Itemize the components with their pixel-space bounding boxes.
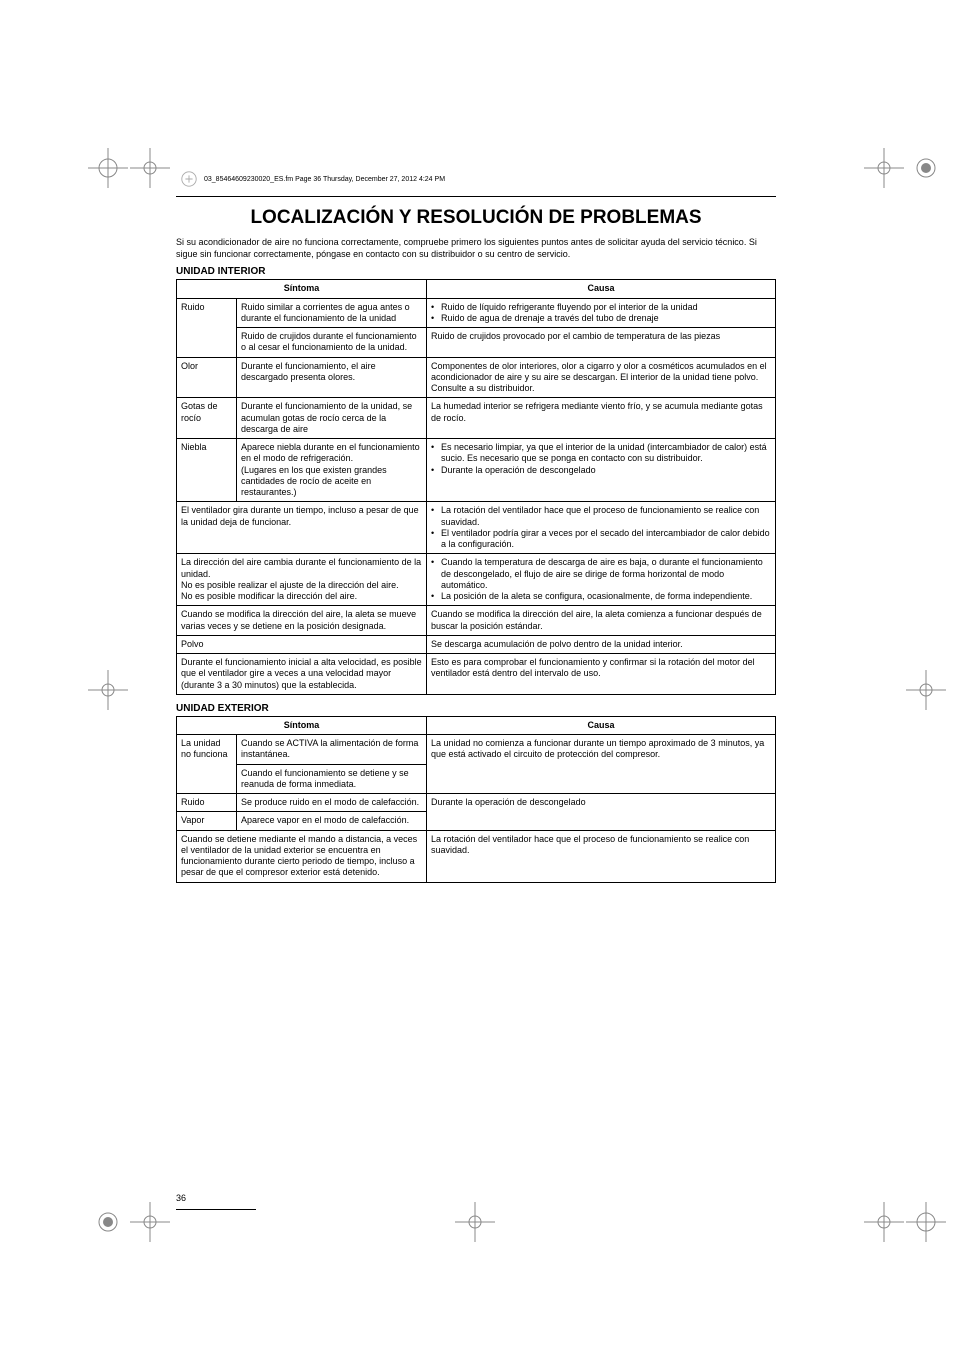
table-row: La dirección del aire cambia durante el … xyxy=(177,554,776,606)
list-item: Ruido de agua de drenaje a través del tu… xyxy=(431,313,771,324)
table-row: Olor Durante el funcionamiento, el aire … xyxy=(177,357,776,398)
bottom-rule xyxy=(176,1209,256,1210)
table-row: Niebla Aparece niebla durante en el func… xyxy=(177,439,776,502)
crop-mark-bl2 xyxy=(130,1202,170,1242)
cell-symptom: La dirección del aire cambia durante el … xyxy=(177,554,427,606)
top-rule xyxy=(176,196,776,197)
cell-cause: La humedad interior se refrigera mediant… xyxy=(427,398,776,439)
crop-mark-mr xyxy=(906,670,946,710)
table-row: Ruido Se produce ruido en el modo de cal… xyxy=(177,794,776,812)
list-item: La rotación del ventilador hace que el p… xyxy=(431,505,771,528)
table-row: Polvo Se descarga acumulación de polvo d… xyxy=(177,635,776,653)
cell-cause: Ruido de crujidos provocado por el cambi… xyxy=(427,328,776,358)
cell-symptom: Cuando se ACTIVA la alimentación de form… xyxy=(237,735,427,765)
cell-cause: La unidad no comienza a funcionar durant… xyxy=(427,735,776,794)
cell-cause: Ruido de líquido refrigerante fluyendo p… xyxy=(427,298,776,328)
cell-symptom: Aparece niebla durante en el funcionamie… xyxy=(237,439,427,502)
list-item: El ventilador podría girar a veces por e… xyxy=(431,528,771,551)
file-icon xyxy=(180,170,198,188)
section-interior-title: UNIDAD INTERIOR xyxy=(176,266,776,277)
cell-symptom: Durante el funcionamiento, el aire desca… xyxy=(237,357,427,398)
cell-symptom: Durante el funcionamiento de la unidad, … xyxy=(237,398,427,439)
crop-mark-bl xyxy=(88,1202,128,1242)
list-item: Cuando la temperatura de descarga de air… xyxy=(431,557,771,591)
th-sintoma: Síntoma xyxy=(177,280,427,298)
cell-symptom: Cuando se modifica la dirección del aire… xyxy=(177,606,427,636)
list-item: Durante la operación de descongelado xyxy=(431,465,771,476)
crop-mark-br xyxy=(864,1202,904,1242)
cell-symptom: Cuando se detiene mediante el mando a di… xyxy=(177,830,427,882)
th-causa: Causa xyxy=(427,280,776,298)
page-content: LOCALIZACIÓN Y RESOLUCIÓN DE PROBLEMAS S… xyxy=(176,196,776,1210)
cell-cause: Se descarga acumulación de polvo dentro … xyxy=(427,635,776,653)
section-exterior-title: UNIDAD EXTERIOR xyxy=(176,703,776,714)
cell-category: La unidad no funciona xyxy=(177,735,237,794)
cell-category: Olor xyxy=(177,357,237,398)
cell-symptom: Durante el funcionamiento inicial a alta… xyxy=(177,654,427,695)
crop-mark-ml xyxy=(88,670,128,710)
cell-cause: Esto es para comprobar el funcionamiento… xyxy=(427,654,776,695)
cell-category: Ruido xyxy=(177,298,237,357)
cell-category: Vapor xyxy=(177,812,237,830)
crop-mark-tl2 xyxy=(130,148,170,188)
page-number: 36 xyxy=(176,1193,776,1203)
cell-cause: La rotación del ventilador hace que el p… xyxy=(427,830,776,882)
table-row: Gotas de rocío Durante el funcionamiento… xyxy=(177,398,776,439)
cell-category: Gotas de rocío xyxy=(177,398,237,439)
table-interior: Síntoma Causa Ruido Ruido similar a corr… xyxy=(176,279,776,695)
cell-symptom: El ventilador gira durante un tiempo, in… xyxy=(177,502,427,554)
table-row: La unidad no funciona Cuando se ACTIVA l… xyxy=(177,735,776,765)
cell-cause: Cuando se modifica la dirección del aire… xyxy=(427,606,776,636)
cell-cause: Cuando la temperatura de descarga de air… xyxy=(427,554,776,606)
cell-symptom: Ruido similar a corrientes de agua antes… xyxy=(237,298,427,328)
crop-mark-tr xyxy=(864,148,904,188)
crop-mark-br2 xyxy=(906,1202,946,1242)
th-causa: Causa xyxy=(427,716,776,734)
intro-text: Si su acondicionador de aire no funciona… xyxy=(176,237,776,260)
list-item: Es necesario limpiar, ya que el interior… xyxy=(431,442,771,465)
file-header: 03_85464609230020_ES.fm Page 36 Thursday… xyxy=(180,170,445,188)
cell-category: Niebla xyxy=(177,439,237,502)
crop-mark-tl xyxy=(88,148,128,188)
cell-symptom: Ruido de crujidos durante el funcionamie… xyxy=(237,328,427,358)
table-exterior: Síntoma Causa La unidad no funciona Cuan… xyxy=(176,716,776,883)
list-item: La posición de la aleta se configura, oc… xyxy=(431,591,771,602)
table-row: El ventilador gira durante un tiempo, in… xyxy=(177,502,776,554)
table-row: Cuando se detiene mediante el mando a di… xyxy=(177,830,776,882)
cell-symptom: Cuando el funcionamiento se detiene y se… xyxy=(237,764,427,794)
table-row: Ruido Ruido similar a corrientes de agua… xyxy=(177,298,776,328)
table-row: Ruido de crujidos durante el funcionamie… xyxy=(177,328,776,358)
table-row: Cuando se modifica la dirección del aire… xyxy=(177,606,776,636)
cell-category: Polvo xyxy=(177,635,427,653)
table-row: Durante el funcionamiento inicial a alta… xyxy=(177,654,776,695)
cell-cause: Componentes de olor interiores, olor a c… xyxy=(427,357,776,398)
cell-cause: La rotación del ventilador hace que el p… xyxy=(427,502,776,554)
cell-category: Ruido xyxy=(177,794,237,812)
cell-cause: Durante la operación de descongelado xyxy=(427,794,776,831)
page-title: LOCALIZACIÓN Y RESOLUCIÓN DE PROBLEMAS xyxy=(176,207,776,229)
th-sintoma: Síntoma xyxy=(177,716,427,734)
file-header-text: 03_85464609230020_ES.fm Page 36 Thursday… xyxy=(204,176,445,183)
list-item: Ruido de líquido refrigerante fluyendo p… xyxy=(431,302,771,313)
crop-mark-tr2 xyxy=(906,148,946,188)
cell-cause: Es necesario limpiar, ya que el interior… xyxy=(427,439,776,502)
cell-symptom: Se produce ruido en el modo de calefacci… xyxy=(237,794,427,812)
cell-symptom: Aparece vapor en el modo de calefacción. xyxy=(237,812,427,830)
